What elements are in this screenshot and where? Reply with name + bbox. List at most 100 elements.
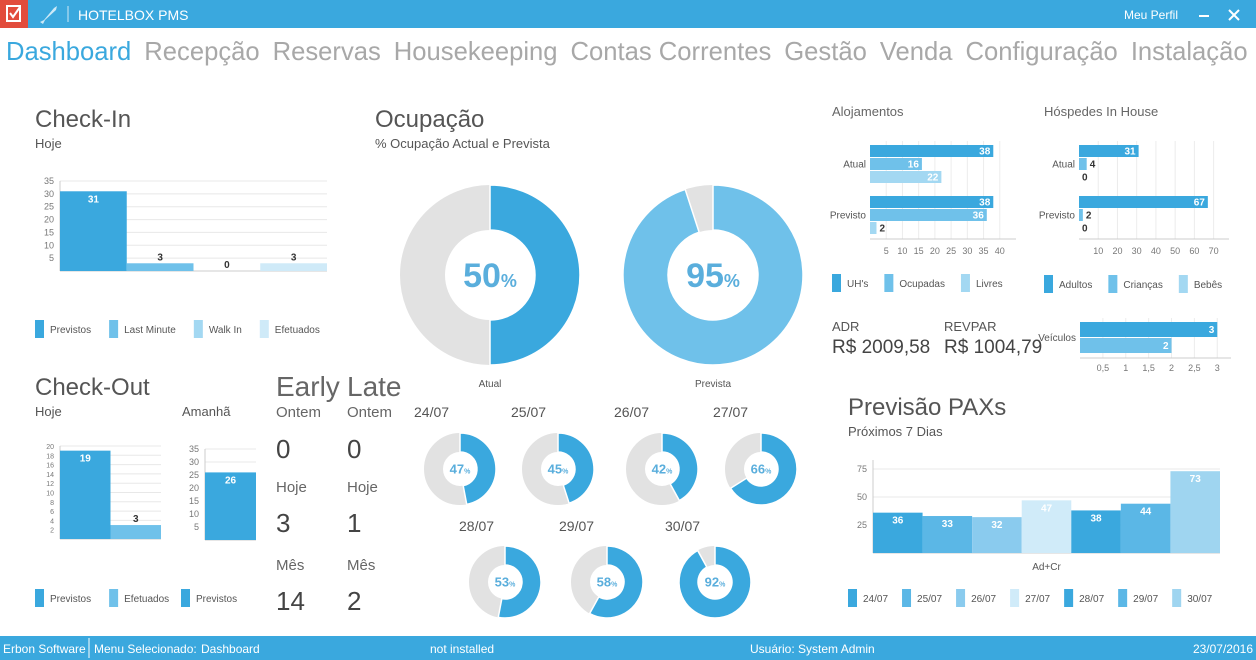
legend-label: 29/07 (1133, 594, 1158, 605)
x-tick-label: 1 (1123, 363, 1128, 373)
donut-center-label: 95% (686, 257, 740, 295)
x-tick-label: 5 (884, 246, 889, 256)
legend-swatch (1010, 589, 1020, 607)
metric-value: 1 (347, 508, 361, 538)
bar (60, 450, 111, 539)
nav-item[interactable]: Gestão (784, 38, 867, 66)
bar-value-label: 2 (879, 224, 885, 235)
status-bar (0, 636, 1256, 660)
y-tick-label: 30 (44, 189, 54, 199)
bar-value-label: 3 (291, 252, 297, 263)
nav-item[interactable]: Recepção (144, 38, 259, 66)
close-button[interactable] (1228, 9, 1240, 21)
y-tick-label: 8 (50, 500, 54, 507)
legend-label: Livres (976, 279, 1003, 290)
metric-label: Ontem (276, 404, 321, 421)
profile-link[interactable]: Meu Perfil (1124, 8, 1178, 22)
nav-item[interactable]: Instalação (1131, 38, 1248, 66)
status-text: Erbon Software (3, 642, 86, 656)
bar-value-label: 16 (908, 160, 920, 171)
donut-label: Prevista (695, 379, 732, 390)
day-label: 27/07 (713, 404, 748, 420)
x-tick-label: 20 (1112, 246, 1122, 256)
donut-value: 42 (652, 462, 666, 477)
y-tick-label: 25 (189, 470, 199, 480)
y-tick-label: 10 (189, 509, 199, 519)
y-tick-label: 4 (50, 518, 54, 525)
y-category-label: Atual (1052, 160, 1075, 171)
bar-value-label: 26 (225, 475, 237, 486)
y-tick-label: 10 (44, 240, 54, 250)
metric-value: 0 (276, 434, 290, 464)
bar-value-label: 38 (979, 198, 991, 209)
x-tick-label: 3 (1215, 363, 1220, 373)
legend-swatch (259, 320, 269, 338)
donut-percent-sign: % (724, 271, 740, 291)
legend-label: Ocupadas (899, 279, 945, 290)
bar-value-label: 36 (892, 516, 904, 527)
bar (870, 222, 877, 234)
legend-label: Efetuados (124, 594, 169, 605)
donut-percent-sign: % (666, 469, 673, 476)
bar-value-label: 4 (1090, 160, 1096, 171)
bar-value-label: 31 (88, 194, 100, 205)
donut-center-label: 45% (548, 462, 569, 477)
legend-label: 26/07 (971, 594, 996, 605)
legend-swatch (902, 589, 912, 607)
bar-value-label: 44 (1140, 507, 1152, 518)
metric-value: 3 (276, 508, 290, 538)
y-category-label: Previsto (830, 211, 867, 222)
bar (260, 263, 327, 271)
rocket-icon (40, 6, 57, 24)
y-category-label: Atual (843, 160, 866, 171)
y-tick-label: 50 (857, 492, 867, 502)
bar-value-label: 31 (1124, 147, 1136, 158)
y-category-label: Veículos (1038, 333, 1076, 344)
y-tick-label: 15 (189, 496, 199, 506)
nav-item[interactable]: Configuração (965, 38, 1117, 66)
app-title: HOTELBOX PMS (78, 7, 188, 23)
bar (205, 472, 256, 540)
y-tick-label: 20 (46, 444, 54, 451)
bar-value-label: 38 (979, 147, 991, 158)
bar (870, 171, 942, 183)
legend-label: Efetuados (275, 325, 320, 336)
x-tick-label: 60 (1189, 246, 1199, 256)
legend-label: UH's (847, 279, 868, 290)
status-text: 23/07/2016 (1193, 642, 1253, 656)
bar-value-label: 3 (157, 252, 163, 263)
donut-segment (489, 184, 581, 366)
bar (870, 145, 994, 157)
x-tick-label: 15 (914, 246, 924, 256)
legend-swatch (109, 320, 119, 338)
legend-label: Last Minute (124, 325, 176, 336)
bar (1170, 471, 1220, 553)
legend-label: 25/07 (917, 594, 942, 605)
legend-swatch (35, 589, 44, 607)
bar (1079, 196, 1208, 208)
y-tick-label: 5 (49, 253, 54, 263)
legend-label: Crianças (1123, 280, 1162, 291)
day-label: 30/07 (665, 518, 700, 534)
panel-subtitle: Próximos 7 Dias (848, 424, 943, 439)
nav-item[interactable]: Dashboard (6, 38, 131, 66)
nav-item[interactable]: Reservas (273, 38, 381, 66)
bar (60, 191, 127, 271)
legend-swatch (1172, 589, 1182, 607)
nav-item[interactable]: Venda (880, 38, 953, 66)
metric-value: 2 (347, 586, 361, 616)
bar-value-label: 0 (1082, 224, 1088, 235)
nav-item[interactable]: Housekeeping (394, 38, 558, 66)
bar-value-label: 22 (927, 173, 939, 184)
bar-value-label: 47 (1041, 503, 1053, 514)
metric-label: Mês (347, 557, 375, 574)
panel-title: Alojamentos (832, 104, 904, 119)
nav-item[interactable]: Contas Correntes (571, 38, 772, 66)
app-icon[interactable] (0, 0, 28, 28)
donut-center-label: 66% (751, 462, 772, 477)
donut-label: Atual (479, 379, 502, 390)
donut-value: 47 (450, 462, 464, 477)
y-tick-label: 20 (44, 215, 54, 225)
bar-value-label: 38 (1091, 513, 1103, 524)
